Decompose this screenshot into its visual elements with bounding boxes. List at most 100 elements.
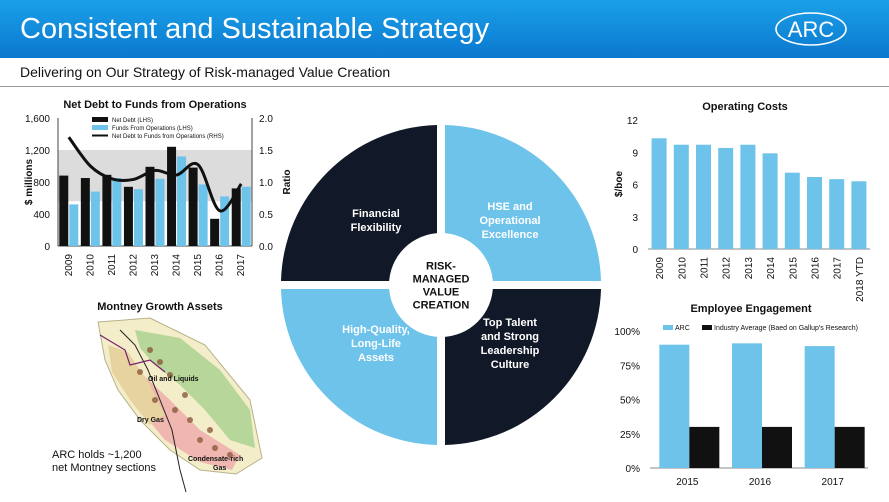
chart1-y2-tick-label: 1.5 — [259, 146, 273, 157]
chart2-bar — [696, 144, 711, 249]
map-lease-marker — [147, 347, 153, 353]
chart1-bar-ffo — [198, 184, 208, 246]
chart2-x-tick-label: 2009 — [655, 257, 666, 280]
map-lease-marker — [152, 397, 158, 403]
wheel-quadrant-talent — [445, 289, 601, 445]
chart1-y-tick-label: 800 — [33, 178, 50, 189]
map-land — [97, 317, 263, 475]
wheel-center-line: CREATION — [413, 300, 470, 312]
chart2-x-tick-label: 2011 — [700, 257, 711, 279]
map-lease-marker — [212, 445, 218, 451]
wheel-label-line: Flexibility — [351, 222, 403, 234]
chart1-y2-tick-label: 0.5 — [259, 210, 273, 221]
chart1-y2label: Ratio — [282, 170, 293, 195]
chart1-bar-ffo — [90, 191, 100, 246]
map-lease-marker — [187, 417, 193, 423]
chart3-y-tick-label: 0% — [626, 464, 641, 475]
chart2-bar — [740, 144, 756, 249]
wheel-center-circle — [389, 233, 493, 337]
map-label-dry-gas: Dry Gas — [137, 417, 164, 424]
chart1-legend-label: Net Debt to Funds from Operations (RHS) — [112, 134, 224, 140]
wheel-label-line: Financial — [352, 208, 400, 220]
arc-logo: ARC — [775, 12, 847, 46]
wheel-quadrant-financial-flexibility-label: Financial Flexibility — [351, 208, 403, 234]
wheel-quadrant-hse-label: HSE and Operational Excellence — [479, 201, 540, 241]
chart1-y2-tick-label: 0.0 — [259, 242, 273, 253]
chart2-y-tick-label: 12 — [627, 116, 639, 127]
wheel-quadrant-financial-flexibility — [281, 125, 437, 281]
chart1-bar-ffo — [112, 178, 122, 246]
chart2-y-tick-label: 9 — [632, 148, 638, 159]
chart2-bar — [718, 147, 734, 249]
map-lease-marker — [227, 452, 233, 458]
map-lease-marker — [167, 372, 173, 378]
chart1-y-tick-label: 400 — [33, 210, 50, 221]
chart1-bar-ffo — [241, 186, 251, 246]
chart3-bar-arc — [804, 346, 835, 468]
wheel-label-line: High-Quality, — [342, 324, 410, 336]
chart2-bar — [807, 176, 822, 249]
map-note-line: net Montney sections — [52, 462, 156, 474]
wheel-center-line: VALUE — [423, 287, 459, 299]
divider — [0, 86, 889, 87]
chart1-legend-label: Net Debt (LHS) — [112, 118, 153, 124]
chart1-x-tick-label: 2015 — [193, 254, 204, 277]
chart2-bar — [651, 138, 667, 249]
chart1-bar-net-debt — [102, 174, 112, 246]
chart1-x-tick-label: 2013 — [150, 254, 161, 277]
map-note-line: ARC holds ~1,200 — [52, 449, 142, 461]
chart1-bar-net-debt — [188, 167, 198, 246]
chart2-bar — [784, 172, 800, 249]
chart1-legend-label: Funds From Operations (LHS) — [112, 126, 193, 132]
chart2-y-tick-label: 3 — [632, 213, 638, 224]
chart2-bar — [851, 181, 867, 249]
chart3-bar-arc — [659, 344, 690, 468]
chart3-bar-industry — [834, 426, 865, 468]
chart3-legend-swatch — [663, 325, 673, 330]
page-title: Consistent and Sustainable Strategy — [20, 13, 490, 45]
chart1-bar-net-debt — [231, 188, 241, 246]
chart3-x-tick-label: 2017 — [822, 477, 845, 488]
map-lease-marker — [182, 392, 188, 398]
chart3-x-tick-label: 2016 — [749, 477, 772, 488]
chart1-legend-swatch — [92, 117, 108, 122]
map-lease-marker — [137, 369, 143, 375]
wheel-quadrant-assets — [281, 289, 437, 445]
wheel-label-line: Assets — [358, 352, 394, 364]
wheel-quadrant-hse — [445, 125, 601, 281]
chart1-bar-ffo — [220, 196, 230, 246]
map-oil-zone — [135, 330, 255, 448]
chart1-bar-net-debt — [80, 178, 90, 246]
chart3-bar-industry — [762, 426, 792, 468]
chart1-y-tick-label: 0 — [44, 242, 50, 253]
map-note: ARC holds ~1,200 net Montney sections — [52, 449, 156, 474]
chart2-x-tick-label: 2017 — [833, 257, 844, 280]
subtitle: Delivering on Our Strategy of Risk-manag… — [20, 64, 391, 80]
chart1-bar-net-debt — [59, 175, 69, 246]
chart1-bar-ffo — [155, 178, 165, 246]
header-banner: Consistent and Sustainable Strategy ARC — [0, 0, 889, 58]
map-lease-marker — [197, 437, 203, 443]
chart2-x-tick-label: 2016 — [811, 257, 822, 280]
wheel-label-line: and Strong — [481, 331, 539, 343]
wheel-center-line: RISK- — [426, 261, 456, 273]
chart1-bar-net-debt — [167, 146, 177, 246]
chart3-legend-swatch — [702, 325, 712, 330]
chart1-bar-net-debt — [145, 166, 155, 246]
map-lease-marker — [172, 407, 178, 413]
wheel-label-line: Leadership — [481, 345, 540, 357]
chart3-y-tick-label: 25% — [620, 430, 640, 441]
map-label-gas: Gas — [213, 465, 226, 472]
chart1-x-tick-label: 2009 — [64, 254, 75, 277]
wheel-center-label: RISK-MANAGED VALUE CREATION — [413, 261, 470, 312]
chart1-shaded-band — [58, 150, 252, 202]
chart3-legend-label: ARC — [675, 325, 690, 332]
chart2-x-tick-label: 2015 — [788, 257, 799, 280]
chart1-x-tick-label: 2011 — [107, 254, 118, 276]
logo-text: ARC — [788, 17, 835, 42]
chart2-bar — [673, 144, 689, 249]
map-label-condensate: Condensate-rich — [188, 456, 243, 463]
wheel-label-line: Top Talent — [483, 317, 537, 329]
chart1-x-tick-label: 2012 — [128, 254, 139, 277]
chart1-legend-swatch — [92, 125, 108, 130]
